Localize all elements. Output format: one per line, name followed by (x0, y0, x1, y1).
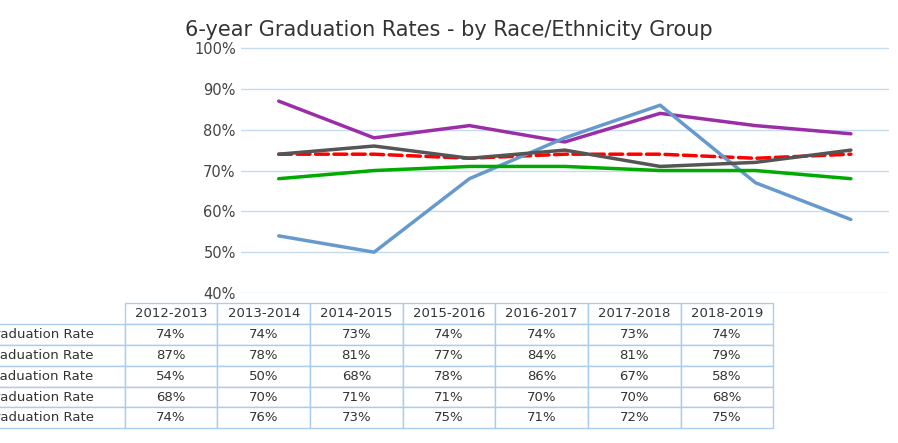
Text: 6-year Graduation Rates - by Race/Ethnicity Group: 6-year Graduation Rates - by Race/Ethnic… (185, 20, 713, 40)
